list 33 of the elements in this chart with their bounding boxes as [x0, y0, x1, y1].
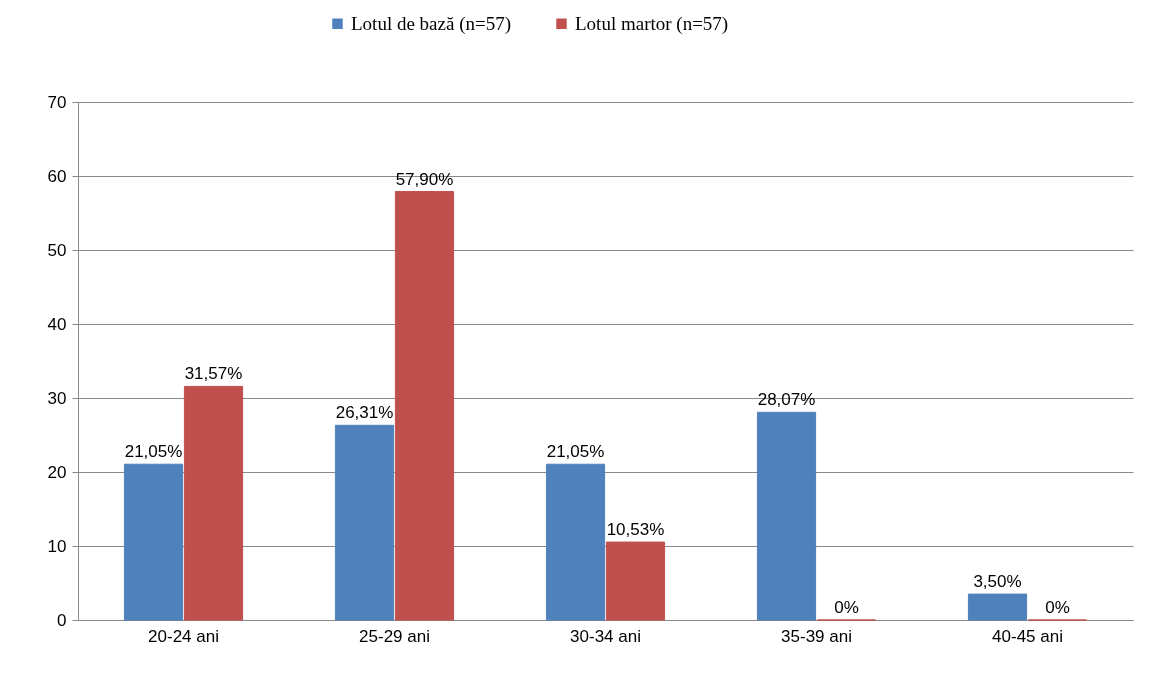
y-tick-label: 20: [47, 462, 67, 482]
data-label: 0%: [1045, 598, 1070, 617]
data-label: 0%: [834, 598, 859, 617]
bar: [545, 463, 606, 621]
data-label: 26,31%: [335, 403, 394, 423]
data-label: 10,53%: [606, 520, 665, 540]
y-tick-label: 70: [47, 92, 67, 112]
bar: [183, 385, 244, 621]
bar: [394, 191, 455, 621]
legend-label: Lotul martor (n=57): [575, 12, 729, 35]
y-tick-label: 60: [47, 166, 67, 186]
y-tick-label: 50: [47, 240, 67, 260]
bar: [605, 541, 666, 621]
data-label: 57,90%: [395, 169, 454, 189]
x-tick-label: 20-24 ani: [148, 626, 219, 646]
bar: [967, 593, 1028, 621]
y-tick-label: 30: [47, 388, 67, 408]
data-label: 21,05%: [546, 442, 605, 462]
x-tick-label: 35-39 ani: [781, 626, 852, 646]
data-label: 31,57%: [184, 364, 243, 384]
legend-label: Lotul de bază (n=57): [351, 12, 512, 35]
data-label: 21,05%: [124, 442, 183, 462]
x-tick-label: 25-29 ani: [359, 626, 430, 646]
bar: [334, 424, 395, 621]
bar: [123, 463, 184, 621]
y-tick-label: 40: [47, 314, 67, 334]
x-tick-label: 30-34 ani: [570, 626, 641, 646]
bar: [756, 411, 817, 621]
y-tick-label: 0: [57, 610, 67, 630]
data-label: 28,07%: [757, 390, 816, 410]
x-tick-label: 40-45 ani: [992, 626, 1063, 646]
y-tick-label: 10: [47, 536, 67, 556]
data-label: 3,50%: [973, 572, 1022, 592]
